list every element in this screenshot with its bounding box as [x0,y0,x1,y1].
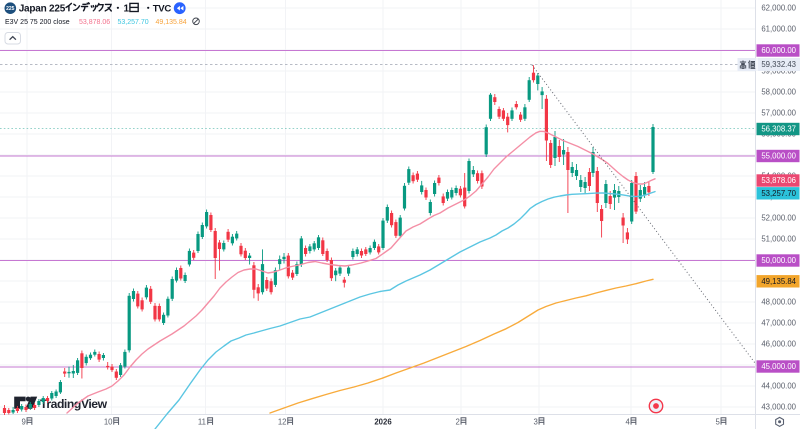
svg-text:47,000.00: 47,000.00 [761,319,796,328]
svg-text:53,878.06: 53,878.06 [79,19,110,26]
svg-text:56,308.37: 56,308.37 [761,125,796,134]
svg-text:53,257.70: 53,257.70 [761,189,796,198]
svg-text:49,135.84: 49,135.84 [156,19,187,26]
svg-text:43,000.00: 43,000.00 [761,403,796,412]
svg-text:55,000.00: 55,000.00 [761,152,796,161]
svg-text:57,000.00: 57,000.00 [761,109,796,118]
svg-text:225: 225 [6,6,15,12]
svg-text:44,000.00: 44,000.00 [761,382,796,391]
svg-text:10: 10 [104,417,113,426]
svg-text:60,000.00: 60,000.00 [761,46,796,55]
svg-text:49,135.84: 49,135.84 [761,277,796,286]
svg-text:53,257.70: 53,257.70 [118,19,149,26]
svg-text:E3V 25 75 200 close: E3V 25 75 200 close [5,19,70,26]
svg-text:52,000.00: 52,000.00 [761,214,796,223]
svg-text:1: 1 [124,3,130,14]
svg-text:4: 4 [626,417,631,426]
svg-text:53,878.06: 53,878.06 [761,176,796,185]
svg-text:58,000.00: 58,000.00 [761,88,796,97]
svg-text:61,000.00: 61,000.00 [761,25,796,34]
svg-text:45,000.00: 45,000.00 [761,362,796,371]
svg-text:59,332.43: 59,332.43 [761,60,796,69]
svg-text:46,000.00: 46,000.00 [761,340,796,349]
svg-text:TVC: TVC [153,3,172,14]
svg-text:2: 2 [456,417,460,426]
svg-text:62,000.00: 62,000.00 [761,4,796,13]
svg-text:TradingView: TradingView [40,397,108,411]
svg-text:51,000.00: 51,000.00 [761,235,796,244]
svg-text:Japan 225: Japan 225 [19,3,66,14]
svg-text:11: 11 [198,417,206,426]
svg-text:2026: 2026 [374,417,392,426]
svg-text:48,000.00: 48,000.00 [761,298,796,307]
svg-text:50,000.00: 50,000.00 [761,256,796,265]
svg-text:5: 5 [716,417,721,426]
svg-text:3: 3 [534,417,538,426]
svg-text:12: 12 [278,417,287,426]
svg-text:9: 9 [22,417,26,426]
